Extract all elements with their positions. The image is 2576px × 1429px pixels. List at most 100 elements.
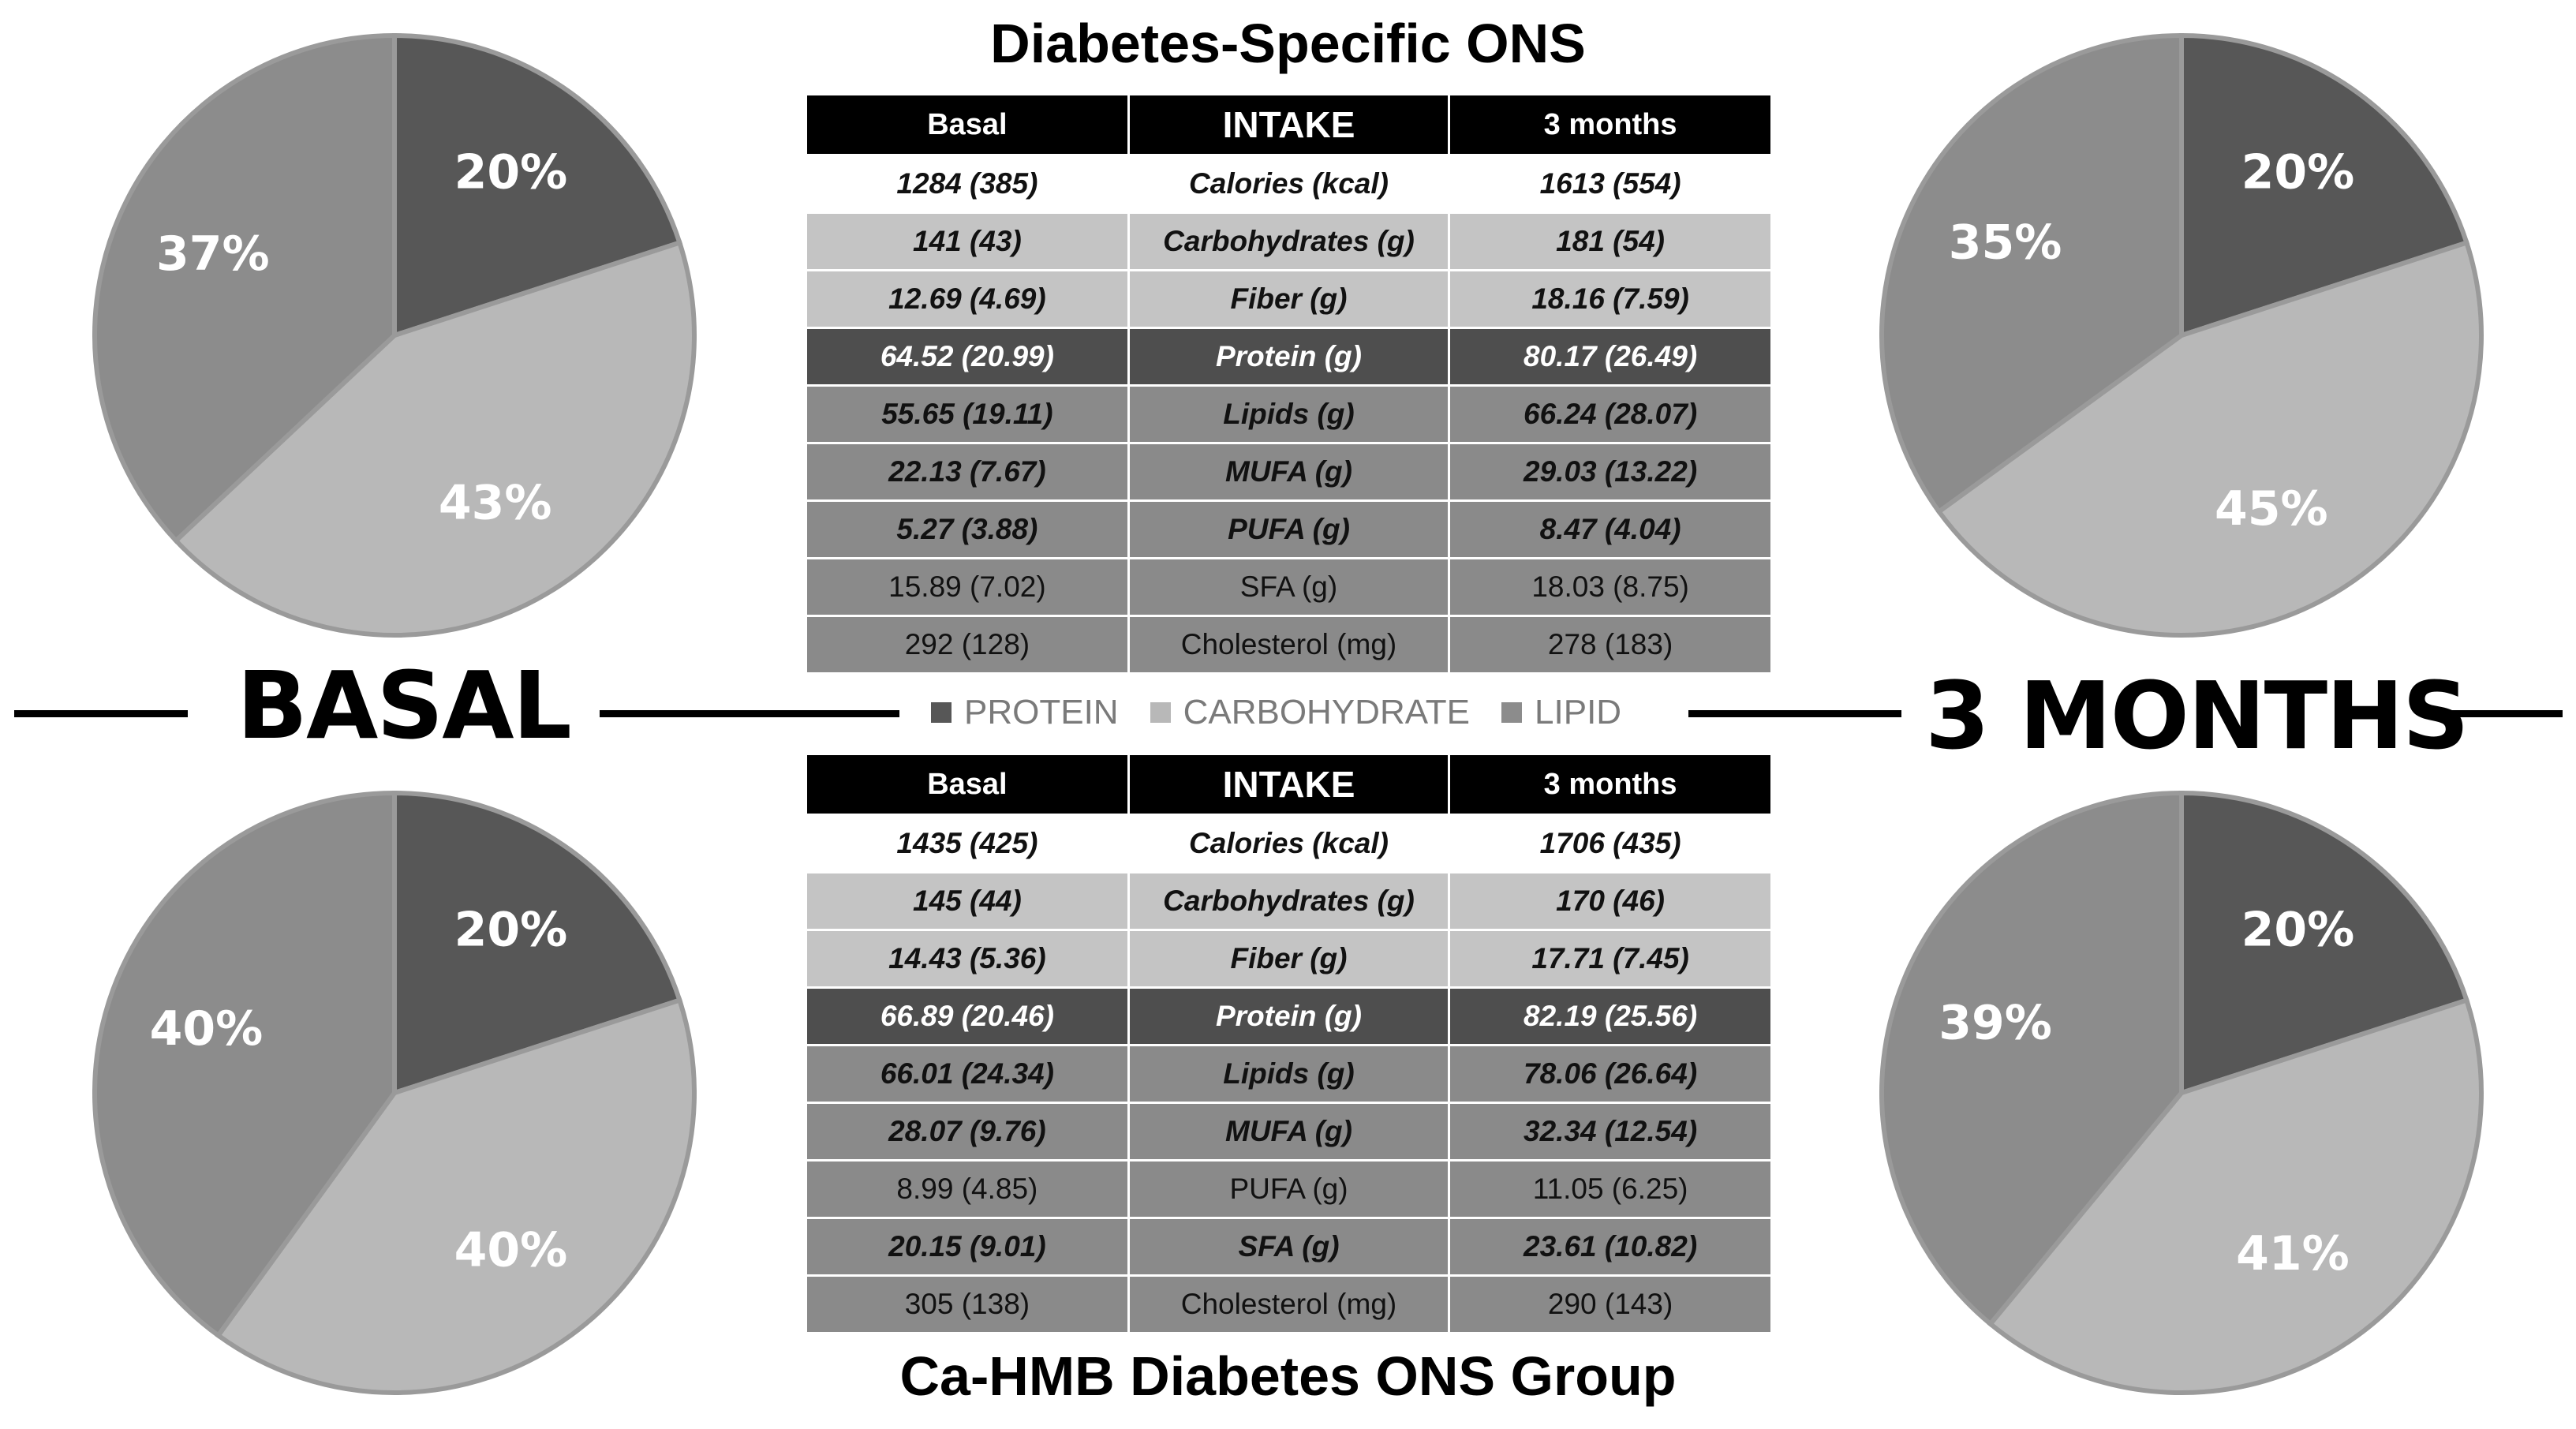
cell-basal: 1284 (385) <box>805 154 1130 214</box>
table-row: 292 (128) Cholesterol (mg) 278 (183) <box>805 615 1773 675</box>
cell-months: 278 (183) <box>1448 615 1773 675</box>
pie-slice-label: 41% <box>2236 1226 2350 1281</box>
legend-swatch-protein <box>931 702 952 723</box>
table-row: 15.89 (7.02) SFA (g) 18.03 (8.75) <box>805 557 1773 617</box>
pie-bottom-basal: 20% 40% 40% <box>92 790 697 1395</box>
pie-bottom-3months: 20% 41% 39% <box>1879 790 2484 1395</box>
pie-slice-label: 35% <box>1949 215 2062 271</box>
cell-intake: MUFA (g) <box>1127 1102 1451 1162</box>
legend-item-protein: PROTEIN <box>931 693 1119 732</box>
header-intake: INTAKE <box>1127 753 1451 816</box>
top-panel-title: Diabetes-Specific ONS <box>990 13 1586 74</box>
table-row: 8.99 (4.85) PUFA (g) 11.05 (6.25) <box>805 1159 1773 1219</box>
header-3months: 3 months <box>1448 753 1773 816</box>
pie-slice-lipid <box>1879 32 2184 515</box>
legend-swatch-carbohydrate <box>1150 702 1171 723</box>
cell-intake: Cholesterol (mg) <box>1127 1274 1451 1334</box>
cell-intake: PUFA (g) <box>1127 1159 1451 1219</box>
table-row: 12.69 (4.69) Fiber (g) 18.16 (7.59) <box>805 269 1773 329</box>
divider-line-right-inner <box>1688 710 1901 717</box>
table-row: 14.43 (5.36) Fiber (g) 17.71 (7.45) <box>805 929 1773 989</box>
pie-slice-lipid <box>92 32 397 544</box>
legend-label-lipid: LIPID <box>1535 693 1622 731</box>
cell-basal: 8.99 (4.85) <box>805 1159 1130 1219</box>
cell-months: 18.16 (7.59) <box>1448 269 1773 329</box>
pie-slice-carbohydrate <box>1987 997 2484 1395</box>
pie-slice-label: 40% <box>454 1222 568 1277</box>
pie-slice-carbohydrate <box>1935 239 2484 638</box>
cell-intake: Protein (g) <box>1127 327 1451 387</box>
divider-line-right-outer <box>2446 710 2563 717</box>
table-row: 20.15 (9.01) SFA (g) 23.61 (10.82) <box>805 1217 1773 1277</box>
cell-months: 17.71 (7.45) <box>1448 929 1773 989</box>
cell-months: 11.05 (6.25) <box>1448 1159 1773 1219</box>
pie-slice-lipid <box>92 790 397 1339</box>
header-3months: 3 months <box>1448 93 1773 156</box>
cell-basal: 64.52 (20.99) <box>805 327 1130 387</box>
pie-slice-label: 20% <box>2241 903 2355 958</box>
cell-months: 170 (46) <box>1448 871 1773 931</box>
cell-intake: Calories (kcal) <box>1127 814 1451 873</box>
pie-slice-protein <box>392 790 683 1097</box>
table-row: 22.13 (7.67) MUFA (g) 29.03 (13.22) <box>805 442 1773 502</box>
pie-slice-label: 20% <box>454 903 568 958</box>
legend-label-protein: PROTEIN <box>964 693 1119 731</box>
top-intake-table: Basal INTAKE 3 months 1284 (385) Calories… <box>805 93 1773 675</box>
table-row: 55.65 (19.11) Lipids (g) 66.24 (28.07) <box>805 384 1773 444</box>
cell-intake: Fiber (g) <box>1127 269 1451 329</box>
table-row: 64.52 (20.99) Protein (g) 80.17 (26.49) <box>805 327 1773 387</box>
cell-intake: Calories (kcal) <box>1127 154 1451 214</box>
cell-months: 78.06 (26.64) <box>1448 1044 1773 1104</box>
cell-basal: 15.89 (7.02) <box>805 557 1130 617</box>
pie-slice-label: 20% <box>2241 145 2355 200</box>
cell-months: 29.03 (13.22) <box>1448 442 1773 502</box>
cell-basal: 14.43 (5.36) <box>805 929 1130 989</box>
table-row: 5.27 (3.88) PUFA (g) 8.47 (4.04) <box>805 499 1773 559</box>
pie-slice-label: 43% <box>439 475 552 530</box>
table-row: 66.89 (20.46) Protein (g) 82.19 (25.56) <box>805 986 1773 1046</box>
legend: PROTEIN CARBOHYDRATE LIPID <box>931 693 1653 732</box>
cell-months: 1706 (435) <box>1448 814 1773 873</box>
cell-months: 181 (54) <box>1448 211 1773 271</box>
pie-slice-lipid <box>1879 790 2184 1328</box>
cell-basal: 145 (44) <box>805 871 1130 931</box>
cell-months: 80.17 (26.49) <box>1448 327 1773 387</box>
pie-top-3months: 20% 45% 35% <box>1879 32 2484 638</box>
pie-slice-protein <box>2179 32 2470 339</box>
table-row: 28.07 (9.76) MUFA (g) 32.34 (12.54) <box>805 1102 1773 1162</box>
cell-basal: 141 (43) <box>805 211 1130 271</box>
cell-intake: MUFA (g) <box>1127 442 1451 502</box>
pie-slice-label: 39% <box>1939 996 2052 1051</box>
cell-basal: 1435 (425) <box>805 814 1130 873</box>
table-row: 141 (43) Carbohydrates (g) 181 (54) <box>805 211 1773 271</box>
cell-basal: 66.01 (24.34) <box>805 1044 1130 1104</box>
three-months-label: 3 MONTHS <box>1925 661 2469 770</box>
table-row: 305 (138) Cholesterol (mg) 290 (143) <box>805 1274 1773 1334</box>
cell-months: 66.24 (28.07) <box>1448 384 1773 444</box>
divider-line-left-inner <box>600 710 899 717</box>
cell-months: 32.34 (12.54) <box>1448 1102 1773 1162</box>
pie-slice-protein <box>2179 790 2470 1097</box>
pie-slice-label: 20% <box>454 145 568 200</box>
cell-months: 82.19 (25.56) <box>1448 986 1773 1046</box>
cell-basal: 12.69 (4.69) <box>805 269 1130 329</box>
header-basal: Basal <box>805 93 1130 156</box>
bottom-panel-title: Ca-HMB Diabetes ONS Group <box>899 1345 1677 1407</box>
legend-label-carbohydrate: CARBOHYDRATE <box>1183 693 1471 731</box>
cell-basal: 66.89 (20.46) <box>805 986 1130 1046</box>
pie-slice-label: 37% <box>156 226 270 282</box>
cell-basal: 20.15 (9.01) <box>805 1217 1130 1277</box>
cell-intake: Protein (g) <box>1127 986 1451 1046</box>
cell-months: 23.61 (10.82) <box>1448 1217 1773 1277</box>
cell-intake: SFA (g) <box>1127 557 1451 617</box>
divider-line-left-outer <box>14 710 188 717</box>
cell-intake: Fiber (g) <box>1127 929 1451 989</box>
table-row: 66.01 (24.34) Lipids (g) 78.06 (26.64) <box>805 1044 1773 1104</box>
cell-months: 290 (143) <box>1448 1274 1773 1334</box>
cell-basal: 28.07 (9.76) <box>805 1102 1130 1162</box>
cell-intake: Carbohydrates (g) <box>1127 871 1451 931</box>
cell-intake: Cholesterol (mg) <box>1127 615 1451 675</box>
table-row: 1284 (385) Calories (kcal) 1613 (554) <box>805 154 1773 214</box>
legend-item-lipid: LIPID <box>1501 693 1621 732</box>
cell-basal: 5.27 (3.88) <box>805 499 1130 559</box>
